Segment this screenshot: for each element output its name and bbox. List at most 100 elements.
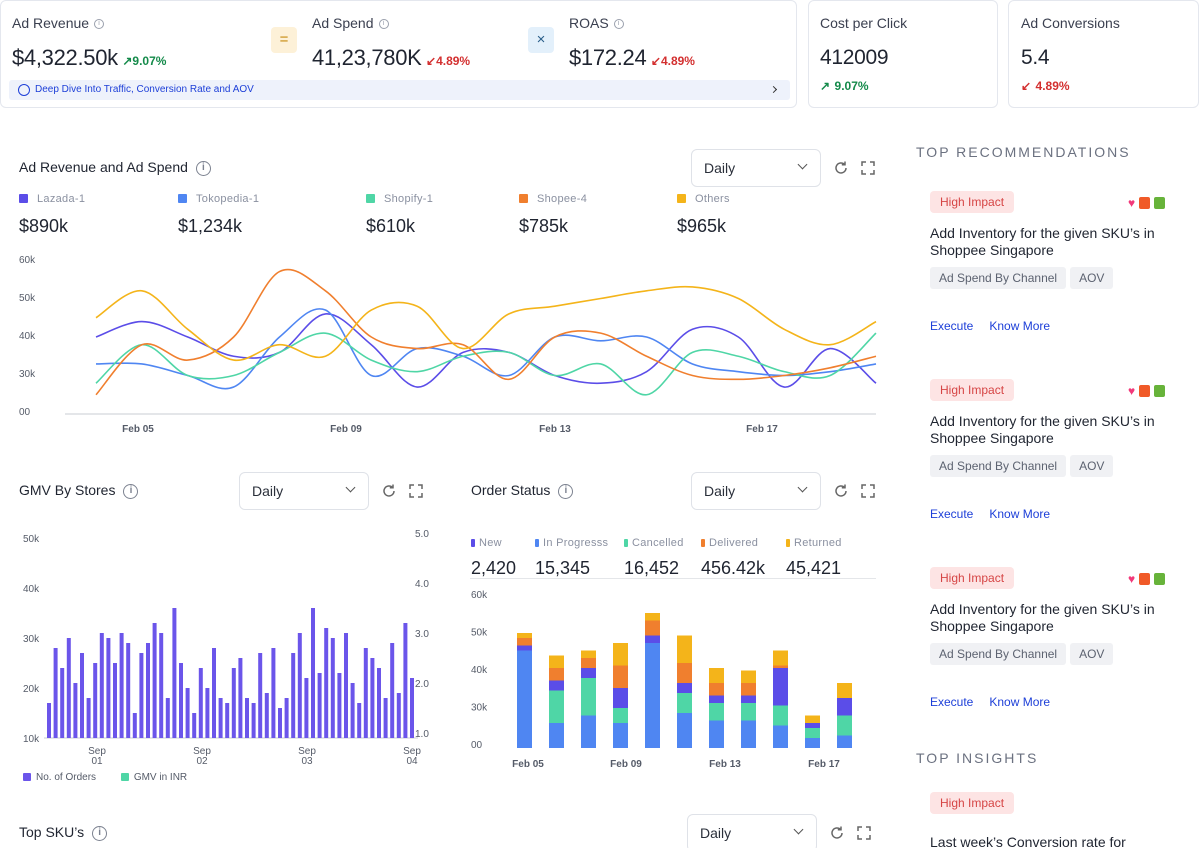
chevron-down-icon (797, 482, 808, 493)
x-tick-label-top: Sep (403, 746, 421, 757)
tag[interactable]: AOV (1070, 267, 1114, 289)
stack-segment-returned (709, 668, 724, 683)
legend-name: Returned (794, 536, 842, 549)
info-icon[interactable]: i (378, 18, 389, 29)
ad-revenue-label: Ad Revenue (12, 15, 90, 31)
tag[interactable]: AOV (1070, 455, 1114, 477)
insights-heading: TOP INSIGHTS (916, 750, 1039, 766)
legend-swatch (471, 538, 475, 547)
stack-segment-new (805, 723, 820, 728)
order-bar (47, 703, 51, 738)
legend-value: 15,345 (535, 558, 591, 578)
refresh-icon[interactable] (829, 825, 845, 841)
expand-icon[interactable] (856, 825, 872, 841)
x-tick-label-bottom: 02 (196, 756, 208, 767)
expand-icon[interactable] (860, 160, 876, 176)
heart-icon: ♥ (1128, 196, 1136, 210)
order-bar (132, 713, 137, 738)
tag[interactable]: Ad Spend By Channel (930, 643, 1067, 665)
legend-name: Delivered (709, 536, 759, 549)
shopify-icon (1154, 384, 1166, 397)
execute-link[interactable]: Execute (930, 319, 974, 333)
legend-item: Shopee-4 $785k (519, 190, 669, 237)
refresh-icon[interactable] (833, 160, 849, 176)
info-icon[interactable]: i (123, 483, 139, 499)
tag[interactable]: AOV (1070, 643, 1114, 665)
stack-segment-returned (741, 670, 756, 683)
know-more-link[interactable]: Know More (989, 319, 1051, 333)
know-more-link[interactable]: Know More (989, 695, 1051, 709)
info-icon[interactable]: i (195, 160, 211, 176)
ad-spend-label: Ad Spend (312, 15, 374, 31)
legend-item: Lazada-1 $890k (19, 190, 169, 237)
gmv-period-dropdown[interactable]: Daily (239, 472, 369, 510)
y-left-tick-label: 20k (23, 684, 40, 695)
legend-name: Shopify-1 (384, 192, 434, 205)
stack-segment-new (581, 668, 596, 678)
stack-segment-returned (517, 633, 532, 638)
execute-link[interactable]: Execute (930, 695, 974, 709)
order-bar (410, 678, 414, 738)
y-left-tick-label: 50k (23, 534, 40, 545)
insight-title: Last week’s Conversion rate for (930, 834, 1126, 848)
shopify-icon (1154, 572, 1166, 585)
x-tick-label: Feb 05 (512, 759, 544, 770)
x-tick-label: Feb 09 (610, 759, 642, 770)
dropdown-value: Daily (704, 160, 736, 176)
stack-segment-delivered (677, 663, 692, 683)
legend-name: New (479, 536, 502, 549)
revenue-line-chart: 60k 50k 40k 30k 00 Feb 05 Feb 09 Feb 13 Feb 17 (19, 255, 877, 435)
roas-label: ROAS (569, 15, 609, 31)
order-period-dropdown[interactable]: Daily (691, 472, 821, 510)
legend-name: In Progresss (543, 536, 609, 549)
order-bar (159, 633, 164, 738)
stack-segment-in-progresss (805, 738, 820, 748)
stack-segment-delivered (645, 620, 660, 636)
info-icon[interactable]: i (92, 825, 108, 841)
stack-segment-new (837, 698, 852, 716)
info-icon[interactable]: i (94, 18, 105, 29)
x-tick-label: Feb 13 (709, 759, 741, 770)
legend-item: Others $965k (677, 190, 827, 237)
order-bar (317, 673, 322, 738)
order-bar (304, 678, 309, 738)
execute-link[interactable]: Execute (930, 507, 974, 521)
series-line-tokopedia-1 (95, 308, 877, 390)
order-bar (383, 698, 388, 738)
order-bar (396, 693, 401, 738)
multiply-icon: × (528, 27, 554, 53)
ad-revenue-kpi: Ad Revenue i $4,322.50k ↗9.07% (12, 15, 166, 71)
order-bar (218, 698, 223, 738)
order-bar (258, 653, 263, 738)
expand-icon[interactable] (408, 483, 424, 499)
order-bar (403, 623, 408, 738)
recommendation-title: Add Inventory for the given SKU’s in Sho… (930, 225, 1155, 258)
info-icon[interactable]: i (558, 483, 574, 499)
tag[interactable]: Ad Spend By Channel (930, 267, 1067, 289)
order-bar (251, 703, 256, 738)
recommendation-title: Add Inventory for the given SKU’s in Sho… (930, 413, 1155, 446)
stack-segment-new (517, 645, 532, 651)
x-tick-label-bottom: 03 (301, 756, 313, 767)
order-bar (99, 633, 104, 738)
sku-period-dropdown[interactable]: Daily (687, 814, 817, 848)
refresh-icon[interactable] (833, 483, 849, 499)
legend-item: Cancelled 16,452 (624, 534, 704, 579)
stack-segment-delivered (709, 683, 724, 696)
ad-spend-value: 41,23,780K (312, 45, 422, 70)
order-bar (66, 638, 71, 738)
expand-icon[interactable] (860, 483, 876, 499)
legend-value: 16,452 (624, 558, 680, 578)
revenue-period-dropdown[interactable]: Daily (691, 149, 821, 187)
know-more-link[interactable]: Know More (989, 507, 1051, 521)
info-icon[interactable]: i (613, 18, 624, 29)
tag[interactable]: Ad Spend By Channel (930, 455, 1067, 477)
refresh-icon[interactable] (381, 483, 397, 499)
legend-swatch (178, 194, 187, 204)
orders-legend-label: No. of Orders (36, 772, 97, 783)
x-tick-label: Feb 09 (330, 424, 362, 435)
stack-segment-in-progresss (613, 723, 628, 748)
recommendation-card: High Impact Add Inventory for the given … (930, 379, 1180, 523)
deep-dive-link[interactable]: Deep Dive Into Traffic, Conversion Rate … (9, 80, 790, 100)
cpc-label: Cost per Click (820, 15, 908, 31)
